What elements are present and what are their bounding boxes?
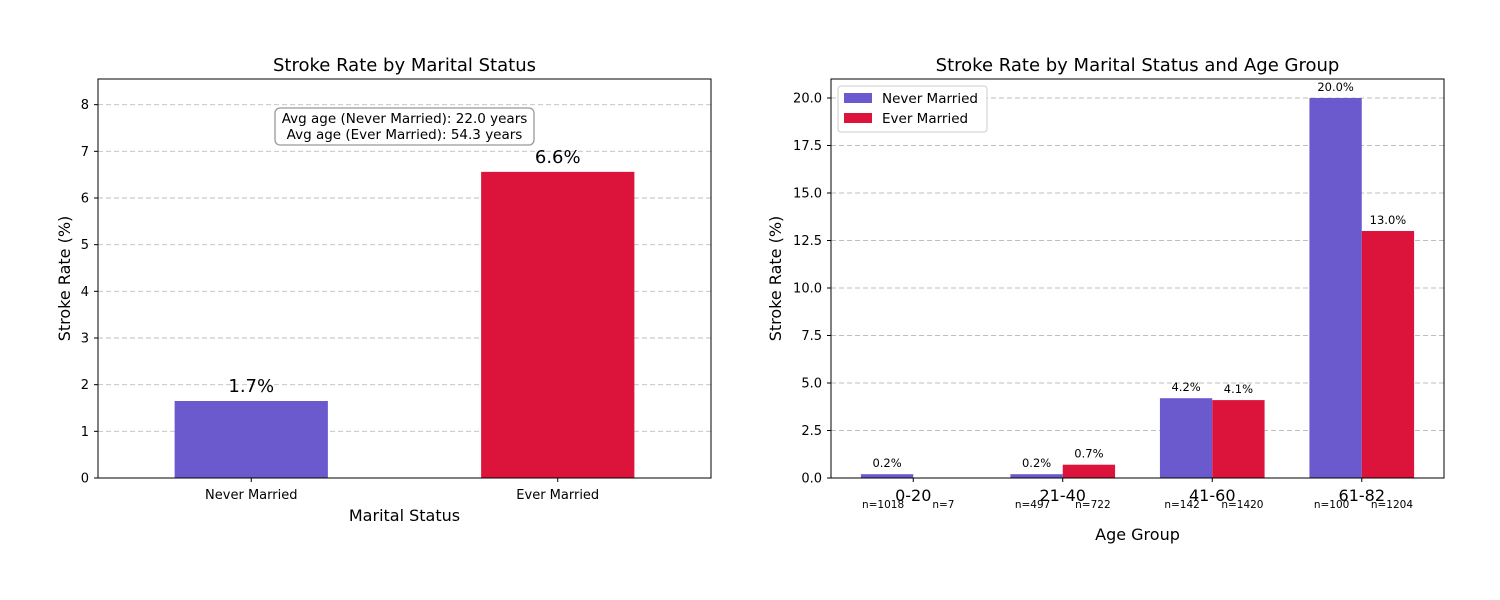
chart-marital-status-age-group: 0.0 2.5 5.0 7.5 10.0 12.5 15.0 17.5 20.0 0-20 21-…: [766, 55, 1445, 544]
c2-y-axis-ticks: 0.0 2.5 5.0 7.5 10.0 12.5 15.0 17.5 20.0: [793, 92, 831, 487]
c1-annotation-box: Avg age (Never Married): 22.0 years Avg …: [274, 107, 535, 146]
c2-count-label-never-married-21-40: n=497: [1015, 499, 1051, 511]
c1-y-axis-ticks: 0 1 2 3 4 5 6 7 8: [81, 98, 98, 487]
c2-bars: [860, 98, 1415, 478]
c1-y-tick-label: 1: [81, 425, 89, 440]
c2-legend-label-ever-married: Ever Married: [882, 111, 968, 127]
c1-y-tick-label: 7: [81, 145, 89, 160]
c1-title: Stroke Rate by Marital Status: [273, 55, 536, 76]
c1-y-tick-label: 6: [81, 192, 89, 207]
c1-annotation-line-1: Avg age (Never Married): 22.0 years: [282, 111, 528, 127]
c1-x-tick-label-never-married: Never Married: [205, 488, 297, 503]
c1-plot-frame: [97, 78, 712, 479]
c2-legend-swatch-never-married: [844, 93, 872, 103]
c2-x-tick-label-0-20: 0-20: [895, 486, 931, 505]
c2-bar-ever-married-21-40: [1062, 464, 1116, 478]
c1-x-axis-label: Marital Status: [349, 506, 460, 525]
c2-value-label-ever-married-61-82: 13.0%: [1370, 213, 1407, 227]
c2-y-tick-label: 10.0: [793, 282, 822, 297]
c1-y-tick-label: 2: [81, 378, 89, 393]
c1-x-axis-ticks: Never Married Ever Married: [205, 478, 599, 503]
c1-bar-never-married: [174, 401, 328, 478]
c2-gridlines: [831, 97, 1444, 431]
c2-y-tick-label: 2.5: [801, 424, 822, 439]
c1-y-tick-label: 3: [81, 332, 89, 347]
c2-y-axis-label: Stroke Rate (%): [766, 216, 785, 342]
c1-annotation-frame: [274, 107, 535, 146]
c1-annotation-line-2: Avg age (Ever Married): 54.3 years: [287, 127, 523, 143]
c2-value-labels: 0.2% 0.2% 4.2% 20.0% 0.7% 4.1% 13.0%: [872, 80, 1406, 470]
c2-value-label-never-married-21-40: 0.2%: [1022, 456, 1051, 470]
c2-count-labels: n=1018 n=497 n=142 n=100 n=7 n=722 n=1420 n=120…: [862, 499, 1413, 511]
c2-legend: Never Married Ever Married: [837, 85, 988, 133]
c2-x-tick-label-61-82: 61-82: [1339, 486, 1386, 505]
c2-bar-never-married-0-20: [860, 474, 914, 478]
c2-bar-ever-married-61-82: [1361, 231, 1415, 478]
c2-y-tick-label: 17.5: [793, 139, 822, 154]
c2-legend-label-never-married: Never Married: [882, 91, 978, 107]
c2-legend-swatch-ever-married: [844, 113, 872, 123]
chart-marital-status: 0 1 2 3 4 5 6 7 8 Never Married Ever Married 1.7%…: [55, 55, 712, 525]
c2-value-label-never-married-61-82: 20.0%: [1317, 80, 1354, 94]
c2-value-label-ever-married-21-40: 0.7%: [1074, 447, 1103, 461]
c2-y-tick-label: 5.0: [801, 377, 822, 392]
c2-legend-frame: [837, 85, 988, 133]
c1-y-tick-label: 0: [81, 472, 89, 487]
c1-y-tick-label: 5: [81, 238, 89, 253]
c2-value-label-ever-married-41-60: 4.1%: [1224, 382, 1253, 396]
c2-value-label-never-married-0-20: 0.2%: [872, 456, 901, 470]
c2-x-tick-label-41-60: 41-60: [1189, 486, 1236, 505]
c2-value-label-never-married-41-60: 4.2%: [1171, 380, 1200, 394]
c2-y-tick-label: 7.5: [801, 329, 822, 344]
c2-x-tick-label-21-40: 21-40: [1039, 486, 1086, 505]
c2-count-label-never-married-41-60: n=142: [1164, 499, 1200, 511]
c1-value-labels: 1.7% 6.6%: [228, 147, 580, 397]
c2-count-label-ever-married-21-40: n=722: [1075, 499, 1111, 511]
c1-y-tick-label: 8: [81, 98, 89, 113]
c2-count-label-ever-married-61-82: n=1204: [1371, 499, 1413, 511]
c2-plot-frame: [830, 78, 1445, 479]
c2-bar-never-married-21-40: [1010, 474, 1063, 478]
c2-y-tick-label: 20.0: [793, 92, 822, 107]
c2-x-axis-label: Age Group: [1095, 525, 1180, 544]
c2-title: Stroke Rate by Marital Status and Age Gr…: [936, 55, 1340, 76]
c1-y-axis-label: Stroke Rate (%): [55, 216, 74, 342]
c1-value-label-never-married: 1.7%: [228, 376, 274, 397]
c2-count-label-never-married-61-82: n=100: [1314, 499, 1350, 511]
c2-bar-never-married-61-82: [1309, 98, 1362, 478]
c2-count-label-ever-married-41-60: n=1420: [1221, 499, 1263, 511]
c2-y-tick-label: 15.0: [793, 187, 822, 202]
c2-bar-ever-married-41-60: [1212, 400, 1265, 478]
c1-x-tick-label-ever-married: Ever Married: [516, 488, 599, 503]
c2-count-label-never-married-0-20: n=1018: [862, 499, 904, 511]
c1-value-label-ever-married: 6.6%: [535, 147, 581, 168]
c1-gridlines: [98, 104, 711, 432]
c2-y-tick-label: 12.5: [793, 234, 822, 249]
c1-y-tick-label: 4: [81, 285, 89, 300]
c1-bar-ever-married: [481, 171, 635, 478]
c1-bars: [174, 171, 635, 478]
c2-count-label-ever-married-0-20: n=7: [932, 499, 954, 511]
c2-bar-never-married-41-60: [1159, 398, 1213, 478]
c2-x-axis-ticks: 0-20 21-40 41-60 61-82: [895, 478, 1385, 505]
c2-y-tick-label: 0.0: [801, 472, 822, 487]
